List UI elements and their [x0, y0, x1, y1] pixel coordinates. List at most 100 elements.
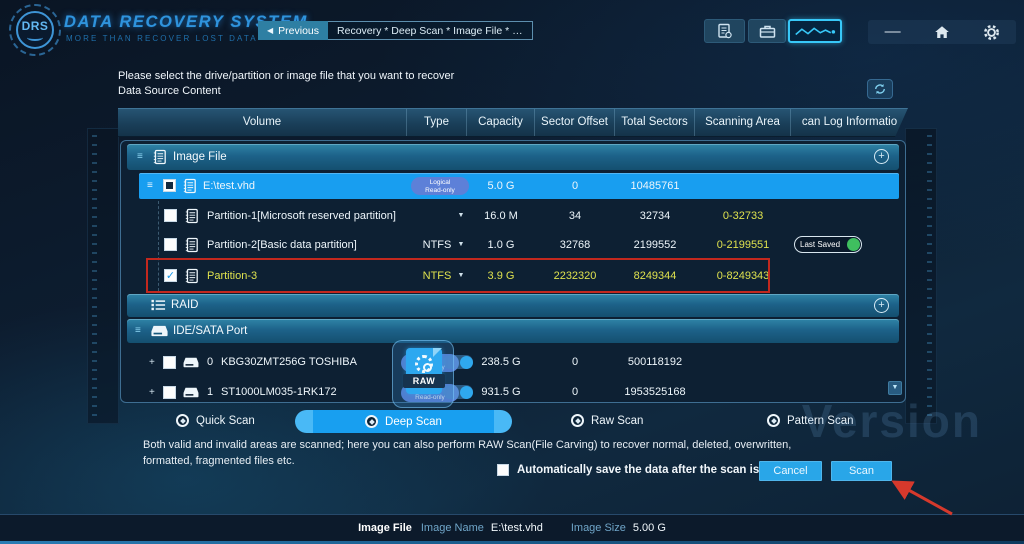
group-row-image-file[interactable]: ≡ Image File +	[127, 144, 899, 170]
scan-mode-deep-selected[interactable]: Deep Scan	[295, 410, 512, 433]
scan-mode-raw[interactable]: Raw Scan	[571, 414, 643, 427]
partition-checkbox-checked[interactable]: ✓	[164, 269, 177, 282]
breadcrumb-path: Recovery * Deep Scan * Image File * …	[328, 21, 533, 40]
settings-button[interactable]	[976, 20, 1006, 44]
type-cell: NTFS	[422, 239, 452, 251]
breadcrumb: ◀ Previous Recovery * Deep Scan * Image …	[258, 21, 533, 40]
group-row-ide-sata[interactable]: ≡ IDE/SATA Port	[127, 319, 899, 343]
scan-description: Both valid and invalid areas are scanned…	[143, 439, 792, 467]
type-dropdown-icon[interactable]: ▼	[457, 272, 465, 279]
left-rack-decoration	[87, 128, 119, 424]
disk-icon	[183, 357, 199, 368]
status-size-label: Image Size	[570, 522, 626, 534]
status-name-value: E:\test.vhd	[490, 522, 543, 534]
scan-mode-label: Raw Scan	[591, 414, 644, 427]
disk-name: ST1000LM035-1RK172	[221, 386, 337, 398]
status-size-value: 5.00 G	[632, 522, 666, 534]
collapse-icon[interactable]: ≡	[137, 151, 143, 162]
sector-offset-cell: 0	[571, 386, 579, 398]
window-controls: —	[868, 20, 1016, 44]
scan-mode-label: Quick Scan	[196, 414, 255, 427]
add-raid-button[interactable]: +	[874, 298, 889, 313]
expand-icon[interactable]: +	[149, 387, 155, 398]
status-source-type: Image File	[358, 522, 412, 534]
partition-checkbox[interactable]	[164, 238, 177, 251]
last-saved-toggle[interactable]: Last Saved	[794, 236, 862, 253]
column-header-capacity: Capacity	[466, 109, 534, 136]
sector-offset-cell: 0	[571, 356, 579, 368]
scanning-area-cell: 0-32733	[722, 210, 764, 222]
scanning-area-cell: 0-2199551	[716, 239, 770, 251]
row-partition-1[interactable]: Partition-1[Microsoft reserved partition…	[121, 203, 899, 229]
group-label: IDE/SATA Port	[173, 325, 248, 337]
add-image-button[interactable]: +	[874, 149, 889, 164]
disk-checkbox[interactable]	[163, 356, 176, 369]
group-label: RAID	[171, 299, 199, 311]
total-sectors-cell: 2199552	[633, 239, 677, 251]
partition-name: Partition-1[Microsoft reserved partition…	[207, 210, 396, 222]
previous-button[interactable]: ◀ Previous	[258, 21, 329, 40]
home-icon	[934, 25, 950, 39]
toolbox-icon	[759, 24, 776, 38]
partition-file-icon	[185, 208, 198, 224]
sector-offset-cell: 2232320	[553, 270, 597, 282]
capacity-cell: 238.5 G	[481, 356, 521, 368]
raw-file-icon: RAW	[403, 348, 445, 394]
sector-offset-cell: 34	[568, 210, 582, 222]
partition-checkbox[interactable]	[164, 209, 177, 222]
gear-icon	[415, 355, 433, 373]
minimize-button[interactable]: —	[884, 23, 901, 40]
capacity-cell: 1.0 G	[487, 239, 515, 251]
instruction-text: Please select the drive/partition or ima…	[118, 70, 455, 82]
activity-monitor-button[interactable]	[788, 19, 842, 43]
expand-icon[interactable]: +	[149, 357, 155, 368]
disk-index: 0	[207, 356, 214, 368]
annotation-arrow-to-scan	[891, 480, 953, 516]
disk-index: 1	[207, 386, 214, 398]
row-vhd-image[interactable]: ≡ E:\test.vhd Logical Read-only 5.0 G 0 1…	[139, 173, 899, 199]
scan-mode-label: Deep Scan	[385, 415, 442, 428]
vhd-checkbox[interactable]	[163, 179, 176, 192]
scroll-down-button[interactable]: ▼	[888, 381, 902, 395]
scan-mode-pattern[interactable]: Pattern Scan	[767, 414, 853, 427]
section-title: Data Source Content	[118, 85, 221, 97]
group-row-raid[interactable]: RAID +	[127, 294, 899, 317]
row-disk-0[interactable]: + 0 KBG30ZMT256G TOSHIBA LogicalRead-onl…	[121, 349, 899, 376]
status-bar: Image File Image Name E:\test.vhd Image …	[0, 514, 1024, 541]
column-header-total-sectors: Total Sectors	[614, 109, 694, 136]
report-button[interactable]	[704, 19, 745, 43]
capacity-cell: 3.9 G	[487, 270, 515, 282]
type-dropdown-icon[interactable]: ▼	[457, 241, 465, 248]
app-logo: DRS	[9, 4, 61, 56]
scan-mode-label: Pattern Scan	[787, 414, 854, 427]
app-subtitle: MORE THAN RECOVER LOST DATA	[66, 34, 258, 43]
app-title: DATA RECOVERY SYSTEM	[64, 13, 308, 31]
partition-file-icon	[185, 237, 198, 253]
autosave-checkbox[interactable]	[497, 464, 509, 476]
raw-label: RAW	[403, 374, 445, 388]
raid-list-icon	[151, 299, 166, 311]
row-disk-1[interactable]: + 1 ST1000LM035-1RK172 LogicalRead-only …	[121, 379, 899, 402]
collapse-icon[interactable]: ≡	[147, 180, 153, 191]
scan-mode-quick[interactable]: Quick Scan	[176, 414, 255, 427]
disk-name: KBG30ZMT256G TOSHIBA	[221, 356, 357, 368]
type-dropdown-icon[interactable]: ▼	[457, 212, 465, 219]
disk-checkbox[interactable]	[163, 386, 176, 399]
cancel-button[interactable]: Cancel	[759, 461, 822, 481]
home-button[interactable]	[927, 20, 957, 44]
toolbox-button[interactable]	[748, 19, 786, 43]
back-arrow-icon: ◀	[267, 26, 274, 35]
autosave-label: Automatically save the data after the sc…	[517, 464, 813, 476]
refresh-icon	[873, 83, 887, 95]
row-partition-3[interactable]: ✓ Partition-3 NTFS ▼ 3.9 G 2232320 82493…	[121, 263, 899, 289]
readonly-toggle[interactable]	[443, 385, 473, 399]
collapse-icon[interactable]: ≡	[135, 325, 141, 336]
sector-offset-cell: 0	[571, 180, 579, 192]
readonly-toggle[interactable]	[443, 355, 473, 369]
refresh-button[interactable]	[867, 79, 893, 99]
scan-button[interactable]: Scan	[831, 461, 892, 481]
column-header-type: Type	[406, 109, 466, 136]
total-sectors-cell: 32734	[639, 210, 671, 222]
row-partition-2[interactable]: Partition-2[Basic data partition] NTFS ▼…	[121, 232, 899, 258]
